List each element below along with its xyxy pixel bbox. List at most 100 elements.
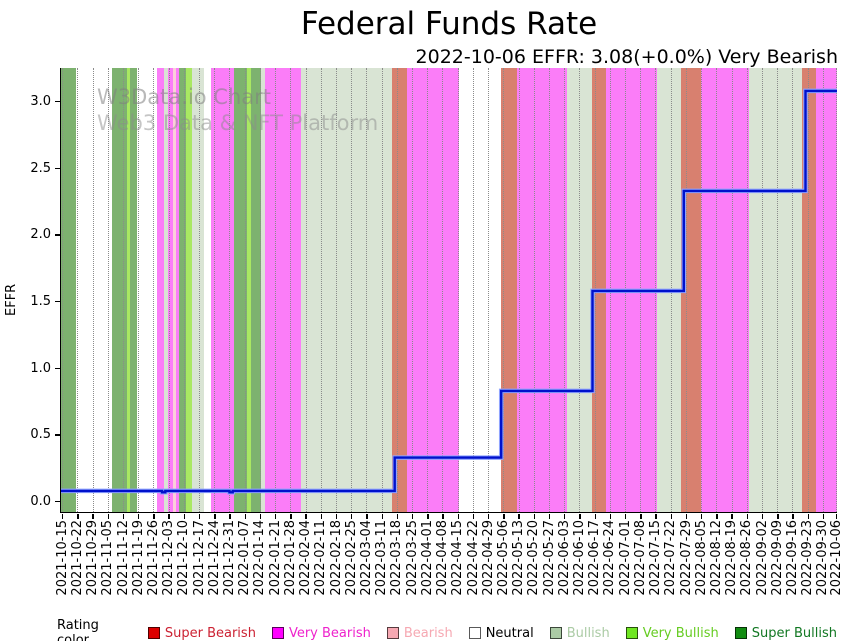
x-tick-label: 2022-01-28: [282, 520, 298, 596]
rating-band-very_bearish: [264, 68, 301, 512]
x-tick: [761, 513, 764, 519]
legend-label-super_bullish: Super Bullish: [751, 625, 837, 641]
legend-item-neutral: Neutral: [468, 625, 534, 641]
legend-swatch-very_bearish: [271, 627, 284, 639]
x-tick: [533, 513, 536, 519]
x-tick: [168, 513, 170, 519]
x-tick-label: 2021-12-03: [161, 520, 177, 596]
x-tick: [214, 513, 216, 519]
legend-label-neutral: Neutral: [485, 625, 534, 641]
legend-swatch-very_bullish: [625, 627, 638, 639]
x-tick: [548, 513, 551, 519]
y-tick: [55, 300, 60, 303]
x-tick: [822, 513, 825, 519]
x-tick: [701, 513, 703, 519]
x-tick-label: 2022-02-11: [313, 520, 329, 596]
y-tick: [55, 167, 60, 169]
x-tick-label: 2022-04-15: [450, 520, 466, 596]
rating-band-very_bearish: [517, 68, 568, 512]
x-tick: [518, 513, 520, 519]
x-tick: [381, 513, 383, 519]
x-tick: [609, 513, 612, 519]
legend-swatch-bullish: [549, 627, 562, 639]
rating-band-super_bullish: [250, 68, 261, 512]
rating-band-very_bullish: [126, 68, 130, 512]
legend-label-very_bearish: Very Bearish: [288, 625, 371, 641]
legend-swatch-super_bearish: [147, 627, 160, 639]
x-tick-label: 2021-10-22: [69, 520, 85, 596]
gridline: [199, 68, 201, 512]
x-tick: [290, 513, 292, 519]
gridline: [320, 68, 322, 512]
x-tick-label: 2022-07-01: [617, 520, 633, 596]
gridline: [290, 68, 292, 512]
rating-band-very_bearish: [210, 68, 234, 512]
x-tick: [275, 513, 277, 519]
gridline: [701, 68, 703, 512]
x-tick-label: 2022-04-29: [480, 520, 496, 596]
gridline: [762, 68, 763, 512]
gridline: [746, 68, 748, 512]
x-tick-label: 2022-03-04: [359, 520, 374, 596]
gridline: [396, 68, 398, 512]
legend-item-very_bullish: Very Bullish: [625, 625, 719, 641]
gridline: [564, 68, 566, 512]
gridline: [488, 68, 490, 512]
gridline: [807, 68, 809, 512]
rating-band-super_bearish: [500, 68, 518, 512]
x-tick-label: 2022-04-22: [465, 520, 481, 596]
legend-title: Rating color: [57, 618, 99, 641]
x-tick-label: 2022-06-17: [587, 520, 603, 596]
x-tick: [229, 513, 231, 519]
gridline: [685, 68, 687, 512]
x-tick-label: 2021-11-26: [145, 520, 161, 596]
rating-band-very_bearish: [157, 68, 165, 512]
y-tick: [55, 367, 60, 369]
gridline: [351, 68, 353, 512]
gridline: [381, 68, 383, 512]
effr-line: [61, 89, 837, 494]
x-tick-label: 2021-11-05: [100, 520, 116, 596]
x-tick-label: 2022-05-06: [495, 520, 511, 596]
x-tick: [427, 513, 429, 519]
x-tick-label: 2022-02-25: [343, 520, 359, 596]
rating-band-super_bullish: [61, 68, 76, 512]
x-tick: [746, 513, 749, 519]
rating-band-bullish: [300, 68, 393, 512]
gridline: [792, 68, 794, 512]
x-tick: [396, 513, 399, 519]
x-tick-label: 2022-09-23: [800, 520, 816, 596]
rating-band-very_bearish: [176, 68, 180, 512]
x-tick-label: 2022-02-04: [298, 520, 314, 596]
gridline: [457, 68, 459, 512]
x-tick: [488, 513, 490, 519]
gridline: [472, 68, 474, 512]
x-tick: [503, 513, 505, 519]
x-tick: [122, 513, 125, 519]
legend-item-super_bullish: Super Bullish: [734, 625, 837, 641]
legend-label-bearish: Bearish: [403, 625, 453, 641]
gridline: [259, 68, 261, 512]
x-tick: [564, 513, 566, 519]
x-tick: [366, 513, 368, 519]
x-tick: [92, 513, 94, 519]
rating-band-super_bearish: [680, 68, 701, 512]
legend-label-super_bearish: Super Bearish: [164, 625, 256, 641]
x-tick-label: 2022-10-06: [828, 520, 844, 596]
gridline: [92, 68, 94, 512]
legend-item-super_bearish: Super Bearish: [147, 625, 256, 641]
x-tick: [594, 513, 596, 519]
gridline: [548, 68, 550, 512]
x-tick-label: 2021-11-19: [130, 520, 146, 596]
gridline: [183, 68, 185, 512]
plot-area: [60, 68, 837, 513]
x-tick-label: 2022-07-15: [648, 520, 664, 596]
gridline: [835, 68, 837, 512]
gridline: [412, 68, 414, 512]
x-tick: [579, 513, 581, 519]
rating-band-super_bullish: [179, 68, 186, 512]
legend-swatch-super_bullish: [734, 627, 747, 639]
x-tick: [472, 513, 475, 519]
rating-band-very_bullish: [247, 68, 251, 512]
legend-label-very_bullish: Very Bullish: [642, 625, 719, 641]
